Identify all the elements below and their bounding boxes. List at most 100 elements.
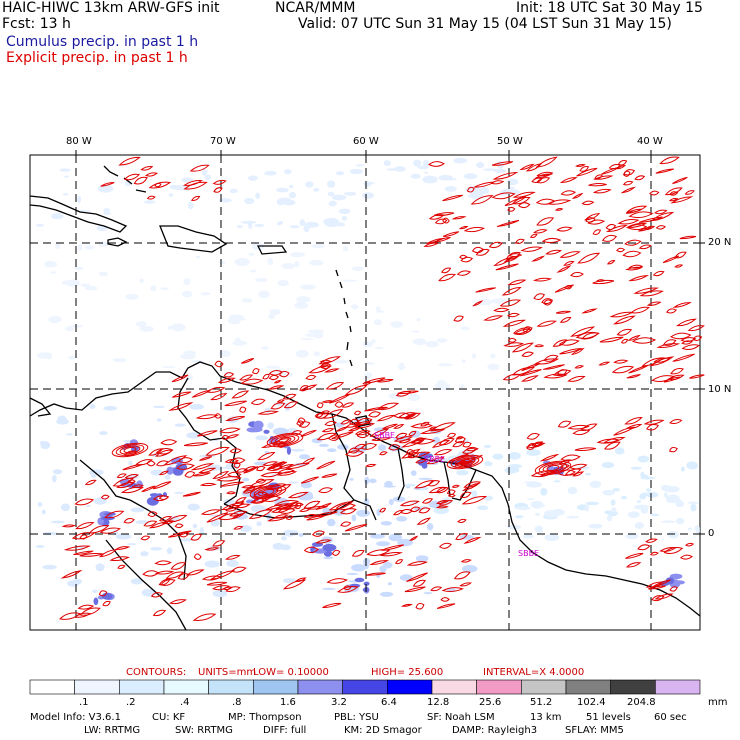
cumulus-cell [399,574,413,581]
explicit-contour [331,549,341,556]
explicit-contour [617,218,640,225]
explicit-contour [503,342,525,347]
explicit-contour [261,461,279,466]
legend-tick: 3.2 [331,697,347,708]
explicit-contour [102,600,111,607]
explicit-contour [491,192,516,200]
explicit-contour [356,431,371,439]
explicit-contour [507,279,527,286]
cumulus-cell [612,488,620,492]
cumulus-cell [64,175,69,178]
cumulus-cell [350,304,359,310]
cumulus-cell [459,384,466,389]
explicit-contour [371,437,391,441]
model-resolution: 13 km [530,712,562,723]
cumulus-cell [283,199,296,206]
explicit-contour [74,498,95,506]
cumulus-cell [411,330,420,333]
cumulus-cell [166,547,173,555]
explicit-contour [124,473,139,479]
explicit-contour [148,448,164,456]
explicit-contour [345,421,362,428]
explicit-contour [315,502,332,510]
cumulus-cell [640,476,655,480]
cumulus-cell [180,353,196,360]
explicit-contour [225,586,241,593]
explicit-contour [669,586,678,592]
explicit-contour [345,450,365,457]
explicit-contour [379,507,387,513]
cumulus-cell [161,366,176,369]
explicit-contour [123,173,141,181]
cumulus-cell [188,201,194,210]
explicit-contour [253,486,283,498]
explicit-contour [206,512,229,523]
explicit-contour [400,508,413,515]
explicit-contour [455,533,469,541]
explicit-contour [395,432,408,440]
explicit-contour [393,423,405,429]
cumulus-cell [126,543,137,546]
explicit-contour [455,436,464,440]
explicit-contour [225,434,240,439]
explicit-contour [63,545,91,551]
explicit-contour [257,452,276,461]
explicit-contour [212,179,227,185]
cumulus-cell [236,225,243,229]
explicit-contour [197,430,218,437]
explicit-contour [398,412,417,419]
explicit-contour [217,377,236,383]
contours-low: LOW= 0.10000 [253,667,329,678]
explicit-contour [672,176,688,185]
explicit-contour [248,509,273,519]
forecast-hour: Fcst: 13 h [2,16,71,32]
cumulus-cell [477,298,493,306]
contours-interval: INTERVAL=X 4.0000 [483,667,585,678]
cumulus-cell [342,249,349,252]
cumulus-cell [585,501,600,506]
explicit-contour [543,364,565,370]
cumulus-cell [313,351,321,357]
explicit-contour [410,438,436,445]
cumulus-cell [51,213,64,220]
cumulus-cell [204,560,220,568]
explicit-contour [235,468,248,473]
cumulus-cell [150,285,157,292]
cumulus-cell [637,455,650,463]
explicit-contour [308,365,332,374]
explicit-contour [507,337,517,343]
cumulus-cell [362,341,374,348]
explicit-contour [620,338,629,344]
explicit-contour [450,456,480,468]
cumulus-precip-label: Cumulus precip. in past 1 h [6,34,199,50]
cumulus-cell [258,290,270,299]
cumulus-cell [410,430,421,438]
explicit-contour [287,491,309,499]
explicit-contour [531,177,543,183]
cumulus-cell [272,542,285,550]
explicit-contour [535,177,551,184]
colombia-brazil-border [129,499,187,581]
cumulus-cell [156,418,162,422]
explicit-contour [689,374,705,379]
explicit-contour [462,441,472,448]
explicit-contour [649,356,675,367]
cumulus-cell [364,476,370,485]
cumulus-cell [415,555,429,562]
cumulus-cell [97,184,114,193]
cumulus-cell [322,543,337,552]
cumulus-cell [127,483,138,488]
cumulus-cell [183,278,191,286]
cumulus-cell [296,296,311,303]
cumulus-cell [289,225,300,229]
explicit-contour [379,451,388,456]
cumulus-cell [149,493,159,497]
cumulus-cell [85,504,91,508]
explicit-contour [266,432,304,448]
explicit-contour [314,413,324,418]
explicit-contour [116,481,136,489]
explicit-contour [331,431,354,440]
cumulus-cell [527,498,535,501]
cumulus-cell [125,293,139,300]
explicit-contour [520,246,543,252]
